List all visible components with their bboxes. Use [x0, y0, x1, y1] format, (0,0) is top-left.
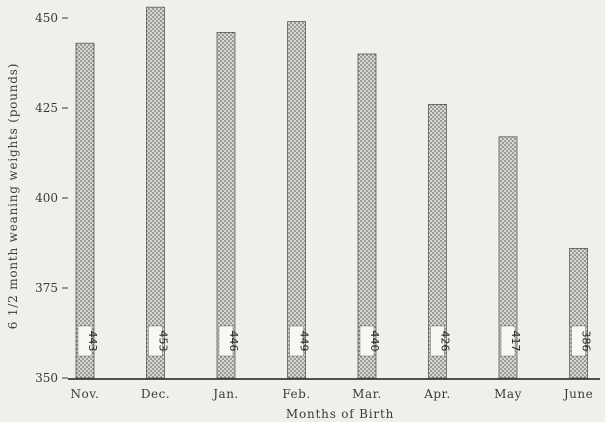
bar-value-box	[289, 325, 304, 357]
bar-value-box	[571, 325, 586, 357]
bar-value-label: 417	[509, 331, 522, 352]
x-axis-labels: Nov. Dec. Jan. Feb. Mar. Apr. May June	[71, 387, 593, 401]
x-tick-label: Dec.	[141, 387, 170, 401]
x-tick-label: May	[494, 387, 522, 401]
x-tick-label: Apr.	[423, 387, 451, 401]
bar-value-box	[148, 325, 163, 357]
y-tick-label: 400	[35, 191, 58, 205]
bar-mar	[357, 53, 377, 379]
bar-value-box	[359, 325, 375, 357]
bar-may	[498, 136, 518, 379]
x-tick-label: Jan.	[211, 387, 239, 401]
y-tick-label: 425	[35, 101, 58, 115]
bar-feb	[287, 21, 306, 379]
x-tick-label: Mar.	[352, 387, 382, 401]
y-axis-ticks: 350 375 400 425 450	[35, 11, 68, 385]
y-tick-label: 450	[35, 11, 58, 25]
bar-apr	[428, 104, 447, 379]
bar-value-label: 440	[368, 331, 381, 352]
x-tick-label: Nov.	[71, 387, 100, 401]
bar-june	[569, 247, 588, 379]
bar-value-label: 386	[580, 331, 593, 352]
x-axis-title: Months of Birth	[286, 407, 394, 421]
bar-value-label: 449	[298, 331, 311, 352]
bar-value-label: 426	[439, 331, 452, 352]
bar-dec	[146, 6, 165, 379]
bar-value-label: 443	[86, 331, 99, 352]
bar-jan	[216, 32, 236, 379]
x-tick-label: Feb.	[282, 387, 310, 401]
bar-value-box	[500, 325, 516, 357]
bar-value-box	[218, 325, 234, 357]
bar-value-label: 446	[227, 331, 240, 352]
y-tick-label: 350	[35, 371, 58, 385]
x-tick-label: June	[562, 387, 593, 401]
bar-value-label: 453	[157, 331, 170, 352]
bars: 443 453 446 449 440 426 417 386	[75, 6, 593, 379]
bar-value-box	[77, 325, 93, 357]
y-axis-title: 6 1/2 month weaning weights (pounds)	[6, 63, 20, 329]
y-tick-label: 375	[35, 281, 58, 295]
bar-nov	[75, 42, 95, 379]
bar-value-box	[430, 325, 445, 357]
